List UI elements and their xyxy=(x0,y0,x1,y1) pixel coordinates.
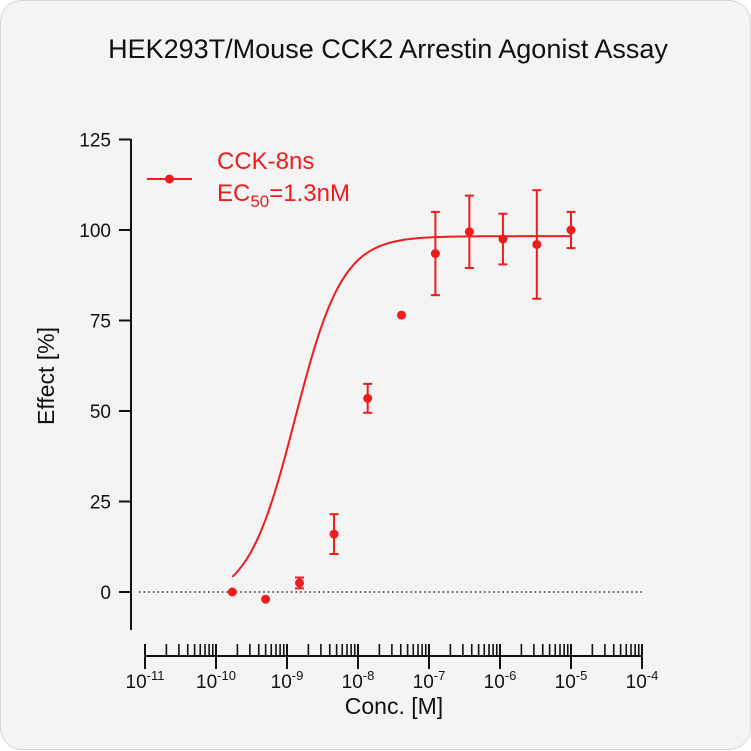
x-tick-label: 10-10 xyxy=(196,668,236,693)
data-point xyxy=(295,578,305,588)
data-point xyxy=(532,239,542,249)
fit-curve xyxy=(231,235,571,578)
x-tick-label: 10-9 xyxy=(271,668,304,693)
y-tick-label: 100 xyxy=(79,221,111,242)
x-tick-label: 10-11 xyxy=(126,668,165,693)
y-axis-label: Effect [%] xyxy=(33,327,59,425)
y-tick-label: 50 xyxy=(90,402,111,423)
legend-ec50: EC50=1.3nM xyxy=(217,180,350,211)
legend-marker xyxy=(165,174,174,184)
y-tick-label: 75 xyxy=(90,312,111,333)
data-point xyxy=(430,249,440,259)
data-point xyxy=(464,227,474,237)
x-tick-label: 10-6 xyxy=(484,668,517,693)
data-point xyxy=(329,529,339,539)
x-tick-label: 10-4 xyxy=(626,668,659,693)
y-tick-label: 125 xyxy=(79,131,111,152)
data-point xyxy=(498,234,508,244)
data-point xyxy=(261,594,271,604)
y-tick-label: 25 xyxy=(90,493,111,514)
data-point xyxy=(566,225,576,235)
x-tick-label: 10-5 xyxy=(555,668,588,693)
y-tick-label: 0 xyxy=(100,583,111,604)
data-point xyxy=(363,393,373,403)
legend: CCK-8ns EC50=1.3nM xyxy=(147,148,350,211)
axes: 0 25 50 75 100 125 10-11 10-10 10-9 10-8 10-7 10-6 1… xyxy=(79,131,658,694)
plot-area xyxy=(227,189,576,604)
x-tick-label: 10-8 xyxy=(342,668,375,693)
legend-series-name: CCK-8ns xyxy=(217,148,314,175)
data-point xyxy=(397,310,407,320)
data-point xyxy=(227,587,237,597)
chart-title: HEK293T/Mouse CCK2 Arrestin Agonist Assa… xyxy=(108,34,668,64)
x-tick-label: 10-7 xyxy=(413,668,446,693)
x-axis-label: Conc. [M] xyxy=(345,693,443,719)
